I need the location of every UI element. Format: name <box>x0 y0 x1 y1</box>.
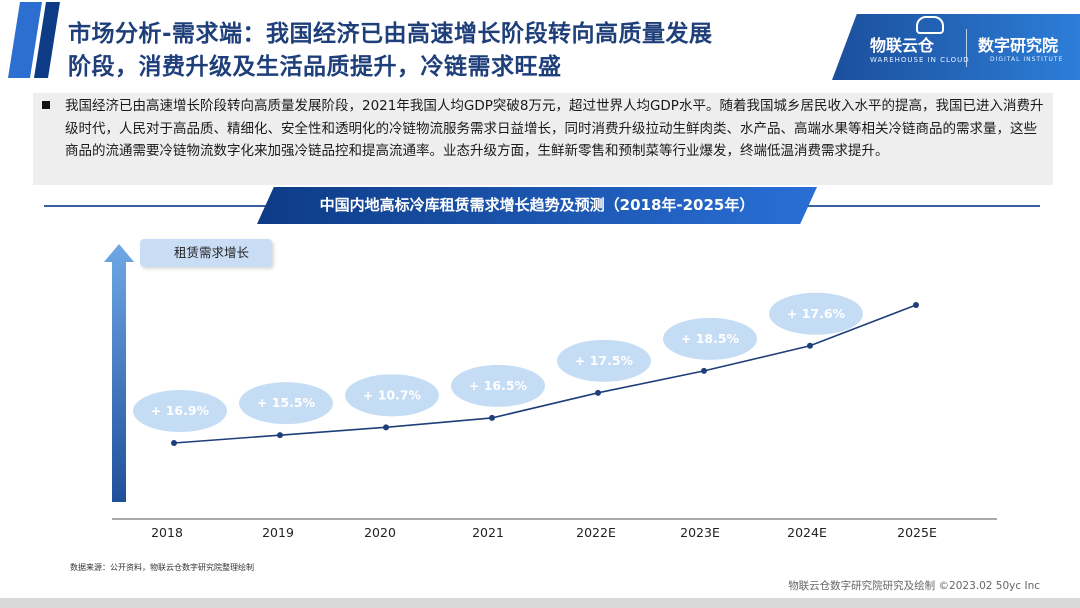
y-axis-label-box: 租赁需求增长 <box>140 239 272 267</box>
summary-box: 我国经济已由高速增长阶段转向高质量发展阶段，2021年我国人均GDP突破8万元，… <box>33 93 1053 185</box>
y-axis-label: 租赁需求增长 <box>174 245 250 260</box>
chart-title-banner: 中国内地高标冷库租赁需求增长趋势及预测（2018年-2025年） <box>257 187 817 224</box>
x-tick-label-2022E: 2022E <box>576 525 616 540</box>
title-line-2: 阶段，消费升级及生活品质提升，冷链需求旺盛 <box>68 54 562 80</box>
data-label-bubble-2020: + 10.7% <box>345 374 439 417</box>
logo-institute-sub: DIGITAL INSTITUTE <box>990 56 1064 63</box>
data-label-2024E: + 17.6% <box>787 306 846 321</box>
data-point-2021 <box>489 414 495 421</box>
data-point-2020 <box>383 424 389 431</box>
logo-brand-sub: WAREHOUSE IN CLOUD <box>870 56 970 64</box>
summary-text: 我国经济已由高速增长阶段转向高质量发展阶段，2021年我国人均GDP突破8万元，… <box>65 98 1044 159</box>
page-title: 市场分析-需求端：我国经济已由高速增长阶段转向高质量发展 阶段，消费升级及生活品… <box>68 18 828 84</box>
data-point-2025E <box>913 302 919 308</box>
x-tick-label-2023E: 2023E <box>680 525 720 540</box>
data-label-2022E: + 17.5% <box>575 353 634 368</box>
data-label-2021: + 16.5% <box>469 378 528 393</box>
data-label-bubble-2024E: + 17.6% <box>769 292 863 335</box>
data-label-bubble-2018: + 16.9% <box>133 390 227 432</box>
data-point-2019 <box>277 432 283 439</box>
x-tick-label-2019: 2019 <box>262 525 294 540</box>
data-label-2020: + 10.7% <box>363 387 422 402</box>
title-accent-bar <box>8 2 60 78</box>
x-tick-label-2025E: 2025E <box>897 525 937 540</box>
data-point-2022E <box>595 389 601 396</box>
x-tick-label-2020: 2020 <box>364 525 396 540</box>
source-note: 数据来源：公开资料，物联云仓数字研究院整理绘制 <box>70 563 254 572</box>
data-point-2023E <box>701 367 707 374</box>
data-label-2018: + 16.9% <box>151 403 210 418</box>
x-tick-label-2018: 2018 <box>151 525 183 540</box>
title-line-1: 市场分析-需求端：我国经济已由高速增长阶段转向高质量发展 <box>68 21 713 47</box>
chart-title: 中国内地高标冷库租赁需求增长趋势及预测（2018年-2025年） <box>319 196 755 214</box>
data-point-2018 <box>171 440 177 446</box>
data-point-2024E <box>807 342 813 349</box>
data-label-2019: + 15.5% <box>257 395 316 410</box>
square-bullet-icon <box>42 101 50 109</box>
brand-logo: 物联云仓 WAREHOUSE IN CLOUD 数字研究院 DIGITAL IN… <box>832 14 1080 80</box>
data-label-bubble-2023E: + 18.5% <box>663 317 757 360</box>
logo-institute-name: 数字研究院 <box>978 36 1059 55</box>
bottom-bar <box>0 598 1080 608</box>
data-label-bubble-2019: + 15.5% <box>239 382 333 425</box>
data-label-bubble-2021: + 16.5% <box>451 364 545 407</box>
logo-brand-name: 物联云仓 <box>870 36 935 55</box>
copyright-credit: 物联云仓数字研究院研究及绘制 ©2023.02 50yc Inc <box>788 580 1040 592</box>
data-label-2023E: + 18.5% <box>681 331 740 346</box>
logo-divider <box>966 29 967 67</box>
series-line <box>173 304 917 444</box>
y-axis-arrow-icon <box>104 244 134 502</box>
cloud-icon <box>916 16 944 34</box>
data-label-bubble-2022E: + 17.5% <box>557 339 651 382</box>
x-tick-label-2024E: 2024E <box>787 525 827 540</box>
x-tick-label-2021: 2021 <box>472 525 504 540</box>
